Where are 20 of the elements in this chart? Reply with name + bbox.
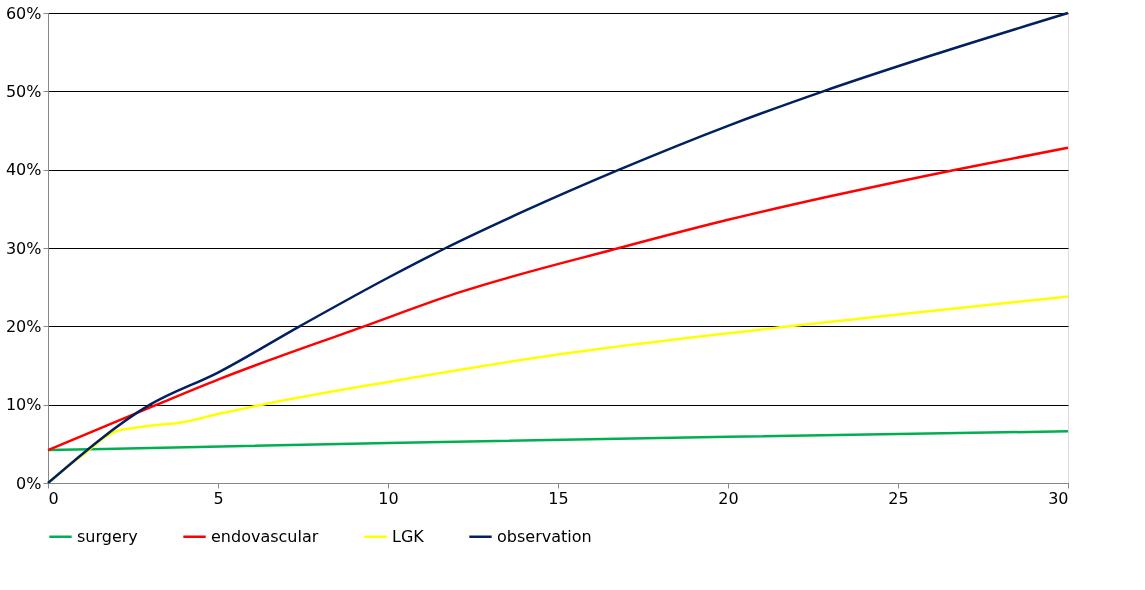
legend-label: surgery [77, 526, 138, 546]
x-tick-label: 10 [378, 488, 399, 508]
legend-label: LGK [392, 526, 425, 546]
line-series [46, 146, 1070, 452]
y-tick-label: 10% [5, 395, 42, 415]
x-tick-label: 20 [718, 488, 739, 508]
x-tick-label: 0 [48, 488, 59, 508]
x-tick-label: 15 [548, 488, 569, 508]
x-tick-label: 5 [213, 488, 224, 508]
line-series [46, 11, 1070, 485]
y-tick-label: 60% [5, 3, 42, 23]
legend-label: observation [497, 526, 592, 546]
y-tick-label: 20% [5, 316, 42, 336]
legend-label: endovascular [211, 526, 319, 546]
y-tick-label: 50% [5, 81, 42, 101]
x-tick-label: 25 [888, 488, 909, 508]
y-tick-label: 0% [16, 473, 42, 493]
y-tick-label: 30% [5, 238, 42, 258]
x-tick-label: 30 [1048, 488, 1069, 508]
y-tick-label: 40% [5, 160, 42, 180]
